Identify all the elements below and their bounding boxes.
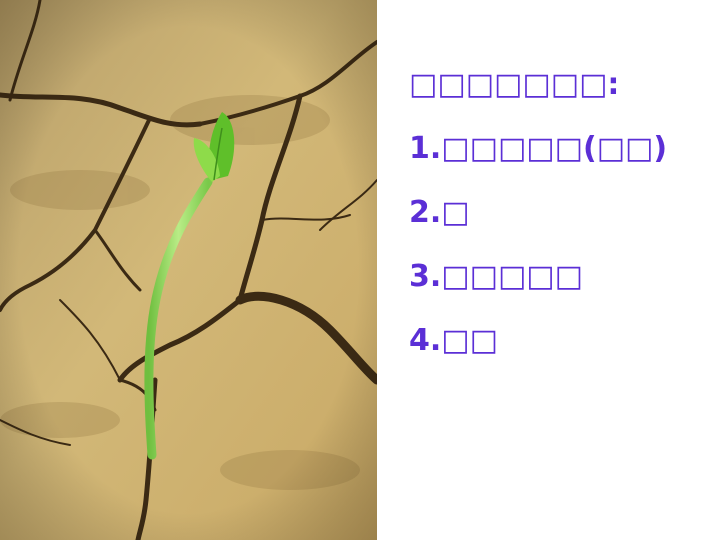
seedling-image bbox=[0, 0, 377, 540]
seedling-photo bbox=[0, 0, 377, 540]
list-item-3: 3.□□□□□ bbox=[409, 259, 583, 294]
bullet-text-block: □□□□□□□: 1.□□□□□(□□) 2.□ 3.□□□□□ 4.□□ bbox=[409, 70, 709, 390]
list-item-2: 2.□ bbox=[409, 195, 470, 230]
list-item-1: 1.□□□□□(□□) bbox=[409, 131, 668, 166]
list-item-4: 4.□□ bbox=[409, 323, 498, 358]
heading-line: □□□□□□□: bbox=[409, 67, 620, 102]
